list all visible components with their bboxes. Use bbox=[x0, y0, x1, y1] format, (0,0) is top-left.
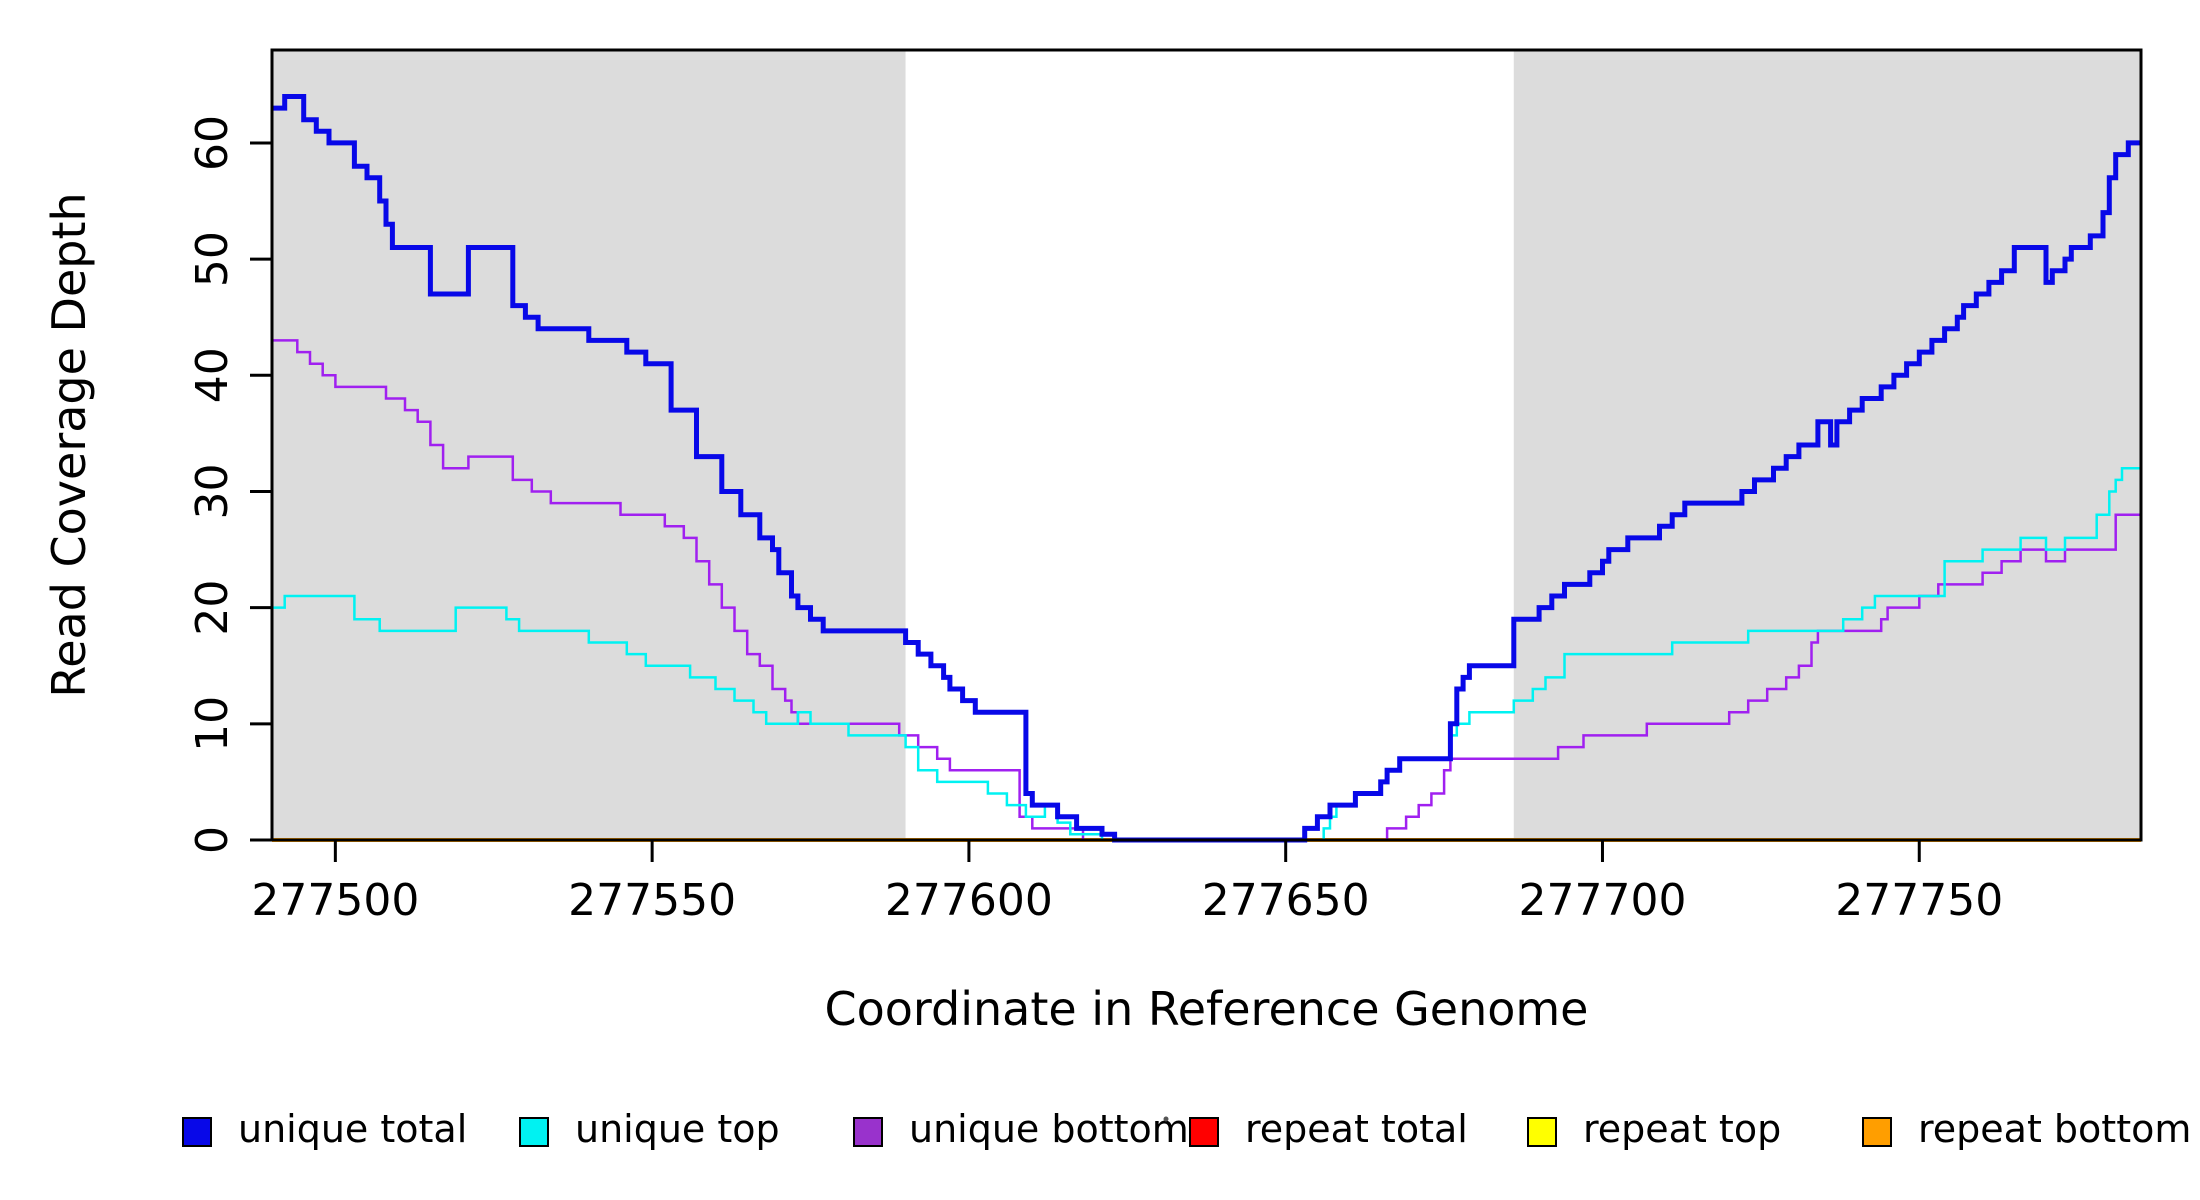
plot-frame bbox=[270, 48, 2143, 842]
y-tick-label: 20 bbox=[187, 580, 238, 636]
legend-label: unique bottom bbox=[909, 1107, 1189, 1151]
shaded-region bbox=[1513, 50, 2141, 840]
x-tick-label: 277500 bbox=[251, 875, 419, 926]
legend-item-repeat-top: repeat top bbox=[1527, 1107, 1781, 1151]
x-tick-label: 277550 bbox=[568, 875, 736, 926]
legend-label: unique total bbox=[238, 1107, 467, 1151]
x-axis-title: Coordinate in Reference Genome bbox=[825, 982, 1589, 1036]
legend-item-repeat-bottom: repeat bottom bbox=[1862, 1107, 2191, 1151]
y-tick-label: 0 bbox=[187, 826, 238, 854]
y-tick-label: 30 bbox=[187, 463, 238, 519]
legend-item-unique-total: unique total bbox=[182, 1107, 467, 1151]
legend-swatch-unique-total bbox=[182, 1117, 212, 1147]
series-path-unique-bottom bbox=[272, 339, 2141, 842]
stray-mark bbox=[1163, 1116, 1169, 1122]
y-tick-label: 10 bbox=[187, 696, 238, 752]
x-tick-label: 277700 bbox=[1518, 875, 1686, 926]
x-axis: 277500 277550 277600 277650 277700 277750 bbox=[251, 840, 2003, 926]
y-axis: 0 10 20 30 40 50 60 bbox=[187, 115, 272, 854]
legend-swatch-repeat-top bbox=[1527, 1117, 1557, 1147]
legend-item-unique-top: unique top bbox=[519, 1107, 780, 1151]
legend-label: repeat total bbox=[1245, 1107, 1468, 1151]
y-tick-label: 50 bbox=[187, 231, 238, 287]
legend-label: repeat bottom bbox=[1918, 1107, 2191, 1151]
legend: unique total unique top unique bottom repea… bbox=[182, 1107, 2191, 1151]
y-axis-title: Read Coverage Depth bbox=[42, 192, 96, 697]
y-tick-label: 60 bbox=[187, 115, 238, 171]
x-tick-label: 277650 bbox=[1202, 875, 1370, 926]
legend-swatch-repeat-total bbox=[1189, 1117, 1219, 1147]
legend-swatch-unique-top bbox=[519, 1117, 549, 1147]
x-tick-label: 277750 bbox=[1835, 875, 2003, 926]
legend-swatch-unique-bottom bbox=[853, 1117, 883, 1147]
legend-swatch-repeat-bottom bbox=[1862, 1117, 1892, 1147]
shaded-regions bbox=[272, 50, 2141, 840]
legend-item-unique-bottom: unique bottom bbox=[853, 1107, 1189, 1151]
x-tick-label: 277600 bbox=[885, 875, 1053, 926]
series-path-unique-total bbox=[272, 94, 2141, 843]
legend-label: repeat top bbox=[1583, 1107, 1781, 1151]
legend-item-repeat-total: repeat total bbox=[1189, 1107, 1468, 1151]
series-path-unique-top bbox=[272, 466, 2141, 842]
y-tick-label: 40 bbox=[187, 347, 238, 403]
legend-label: unique top bbox=[575, 1107, 780, 1151]
